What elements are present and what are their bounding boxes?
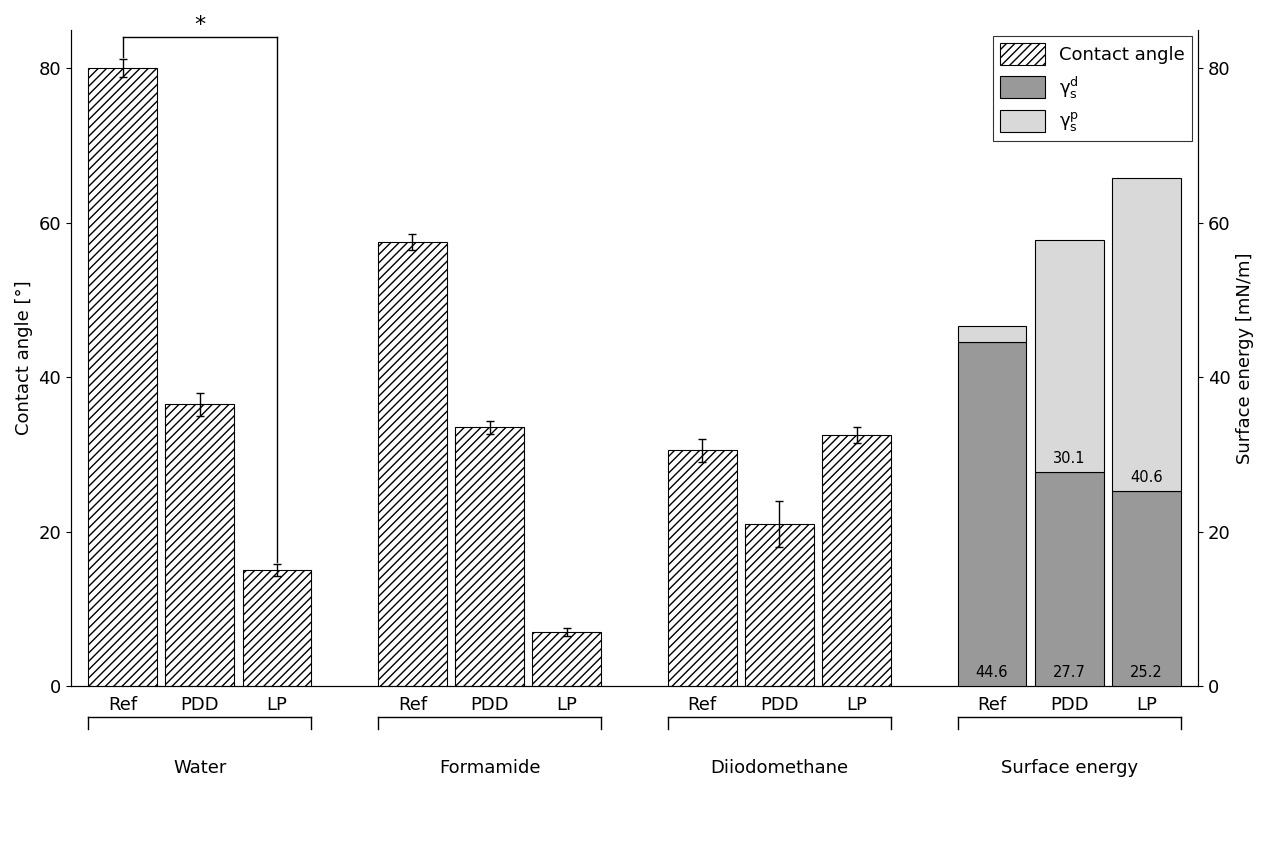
Text: 27.7: 27.7 [1053, 665, 1086, 680]
Text: Diiodomethane: Diiodomethane [711, 759, 849, 777]
Bar [822, 435, 891, 686]
Text: 40.6: 40.6 [1131, 470, 1162, 486]
Bar [89, 68, 157, 686]
Bar [1112, 492, 1180, 686]
Bar [165, 404, 235, 686]
Bar [1034, 239, 1104, 472]
Text: Water: Water [173, 759, 226, 777]
Bar [456, 428, 524, 686]
Text: 25.2: 25.2 [1129, 665, 1162, 680]
Text: *: * [194, 15, 206, 35]
Text: Surface energy: Surface energy [1001, 759, 1138, 777]
Y-axis label: Contact angle [°]: Contact angle [°] [15, 280, 33, 435]
Bar [1112, 178, 1180, 492]
Legend: Contact angle, $\mathregular{\gamma_s^d}$, $\mathregular{\gamma_s^p}$: Contact angle, $\mathregular{\gamma_s^d}… [992, 36, 1193, 141]
Bar [378, 242, 447, 686]
Bar [958, 326, 1027, 342]
Bar [1034, 472, 1104, 686]
Bar [667, 451, 736, 686]
Y-axis label: Surface energy [mN/m]: Surface energy [mN/m] [1236, 252, 1254, 463]
Bar [745, 524, 813, 686]
Bar [958, 342, 1027, 686]
Bar [242, 570, 311, 686]
Text: Formamide: Formamide [439, 759, 541, 777]
Text: 44.6: 44.6 [976, 665, 1009, 680]
Text: 30.1: 30.1 [1053, 451, 1085, 466]
Bar [533, 632, 602, 686]
